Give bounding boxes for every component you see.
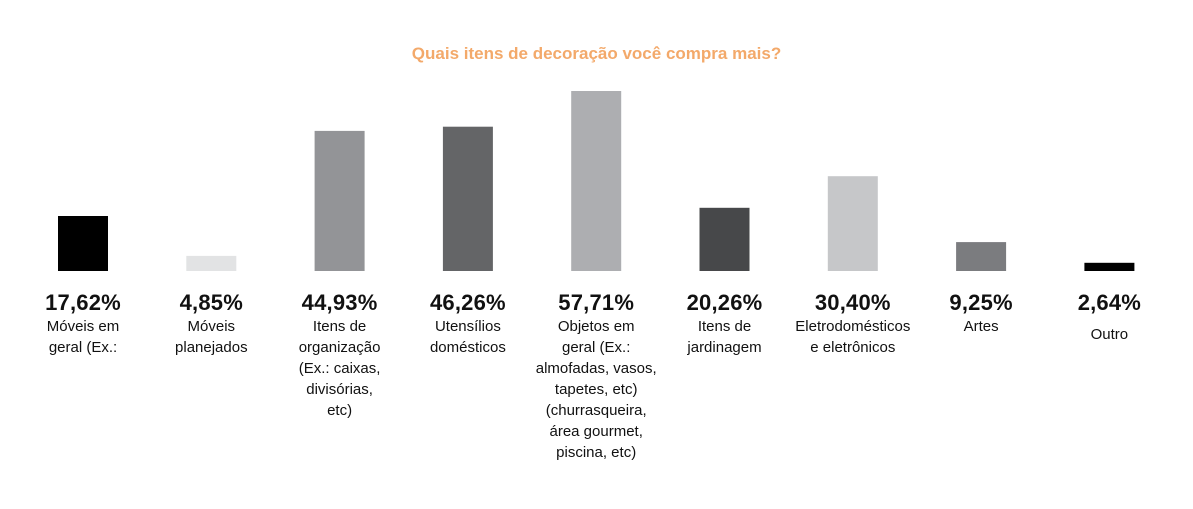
bar (1084, 262, 1135, 271)
bar (956, 242, 1007, 271)
category-column: 57,71% Objetos em geral (Ex.: almofadas, … (529, 290, 663, 463)
value-label: 57,71% (558, 290, 635, 315)
category-column: 4,85% Móveis planejados (144, 290, 278, 358)
category-label: Objetos em geral (Ex.: almofadas, vasos,… (535, 318, 657, 461)
category-column: 17,62% Móveis em geral (Ex.: (16, 290, 150, 358)
category-label: Móveis planejados (175, 318, 248, 356)
value-label: 17,62% (45, 290, 121, 315)
value-label: 4,85% (179, 290, 243, 315)
value-label: 20,26% (686, 290, 763, 315)
category-label: Utensílios domésticos (429, 318, 506, 356)
bar (58, 216, 108, 271)
bar (699, 207, 750, 271)
category-label: Artes (963, 318, 999, 335)
category-column: 9,25% Artes (914, 290, 1048, 337)
value-label: 44,93% (301, 290, 378, 315)
category-column: 44,93% Itens de organização (Ex.: caixas,… (273, 290, 407, 421)
value-label: 30,40% (814, 290, 891, 315)
category-label: Itens de jardinagem (687, 318, 762, 356)
bar (314, 130, 365, 271)
bar (571, 91, 622, 271)
category-column: 20,26% Itens de jardinagem (658, 290, 792, 358)
bar (442, 126, 493, 271)
value-label: 2,64% (1077, 290, 1142, 315)
category-label: Itens de organização (Ex.: caixas, divis… (298, 318, 381, 419)
category-label: Móveis em geral (Ex.: (46, 318, 120, 356)
chart-title: Quais itens de decoração você compra mai… (411, 44, 782, 63)
category-column: 30,40% Eletrodomésticos e eletrônicos (786, 290, 920, 358)
category-column: 2,64% Outro (1042, 290, 1176, 345)
category-label: Eletrodomésticos e eletrônicos (795, 318, 911, 356)
bar (827, 176, 878, 271)
value-label: 46,26% (429, 290, 506, 315)
category-label: Outro (1090, 326, 1129, 343)
bar (186, 255, 237, 271)
value-label: 9,25% (949, 290, 1013, 315)
category-column: 46,26% Utensílios domésticos (401, 290, 535, 358)
